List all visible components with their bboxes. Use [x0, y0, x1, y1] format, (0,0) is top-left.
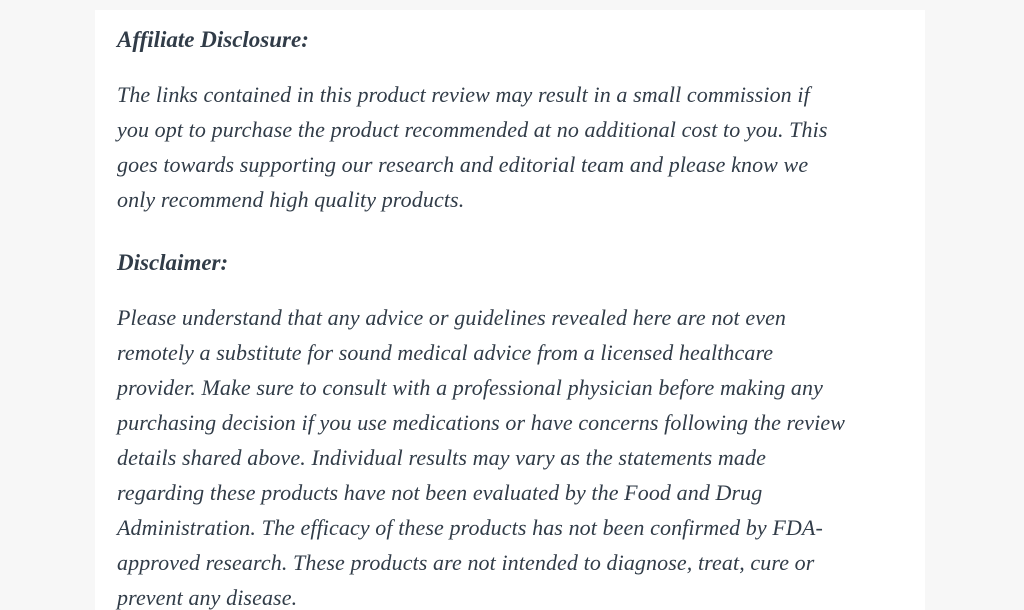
- article-content-column: Affiliate Disclosure: The links containe…: [95, 10, 925, 610]
- affiliate-disclosure-heading: Affiliate Disclosure:: [117, 27, 309, 52]
- disclaimer-heading: Disclaimer:: [117, 250, 229, 275]
- affiliate-disclosure-text: The links contained in this product revi…: [117, 82, 828, 212]
- disclaimer-text: Please understand that any advice or gui…: [117, 305, 845, 610]
